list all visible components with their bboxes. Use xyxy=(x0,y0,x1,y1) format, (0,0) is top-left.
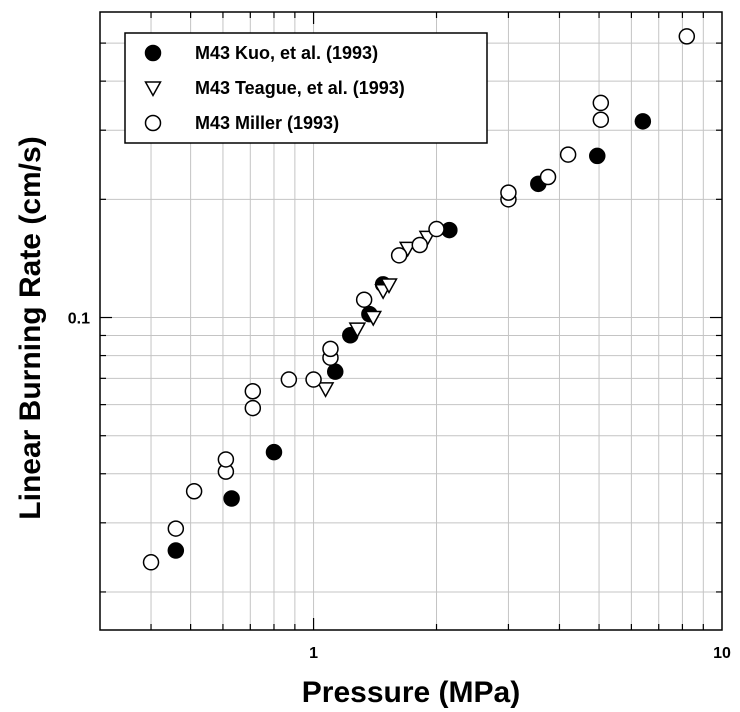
data-point xyxy=(589,147,606,165)
data-point xyxy=(559,146,577,163)
legend-marker xyxy=(144,44,162,62)
data-point xyxy=(280,371,298,388)
x-tick-label: 10 xyxy=(713,645,731,662)
data-point xyxy=(355,291,373,308)
data-point xyxy=(634,113,652,130)
data-point xyxy=(322,340,339,358)
legend-marker xyxy=(144,81,162,98)
series-2 xyxy=(316,230,437,398)
axis-ticks xyxy=(100,12,722,630)
data-point xyxy=(167,520,185,537)
data-point xyxy=(265,443,283,461)
data-point xyxy=(678,28,696,45)
data-point xyxy=(185,483,203,500)
legend-entry: M43 Kuo, et al. (1993) xyxy=(144,43,378,63)
data-point xyxy=(390,247,408,264)
legend: M43 Kuo, et al. (1993) M43 Teague, et al.… xyxy=(124,32,488,144)
x-axis-title: Pressure (MPa) xyxy=(302,676,520,709)
legend-label: M43 Miller (1993) xyxy=(195,113,339,133)
legend-entry: M43 Teague, et al. (1993) xyxy=(144,78,405,98)
data-point xyxy=(244,382,262,400)
legend-label: M43 Teague, et al. (1993) xyxy=(195,78,405,98)
series-3 xyxy=(142,28,696,571)
data-point xyxy=(428,220,445,238)
x-tick-label: 1 xyxy=(309,645,318,662)
y-tick-label: 0.1 xyxy=(68,311,90,328)
data-point xyxy=(142,554,160,571)
data-point xyxy=(411,236,429,254)
data-point xyxy=(364,310,383,327)
data-point xyxy=(380,278,398,295)
data-point xyxy=(217,451,235,468)
x-tick-labels: 1 10 xyxy=(309,645,731,662)
data-point xyxy=(223,490,240,507)
data-point xyxy=(244,399,262,417)
legend-label: M43 Kuo, et al. (1993) xyxy=(195,43,378,63)
data-point xyxy=(326,363,344,380)
plot-frame xyxy=(99,11,723,631)
data-point xyxy=(316,382,335,398)
data-point xyxy=(539,168,557,186)
y-tick-labels: 0.1 xyxy=(68,311,90,328)
legend-box xyxy=(124,32,488,144)
data-point xyxy=(305,371,322,388)
data-point xyxy=(592,111,610,128)
y-axis-title: Linear Burning Rate (cm/s) xyxy=(14,136,47,519)
data-points xyxy=(142,28,696,571)
data-point xyxy=(348,322,367,339)
legend-marker xyxy=(144,114,162,132)
data-point xyxy=(500,184,517,201)
data-point xyxy=(592,94,610,112)
legend-entry: M43 Miller (1993) xyxy=(144,113,339,133)
data-point xyxy=(167,542,185,559)
